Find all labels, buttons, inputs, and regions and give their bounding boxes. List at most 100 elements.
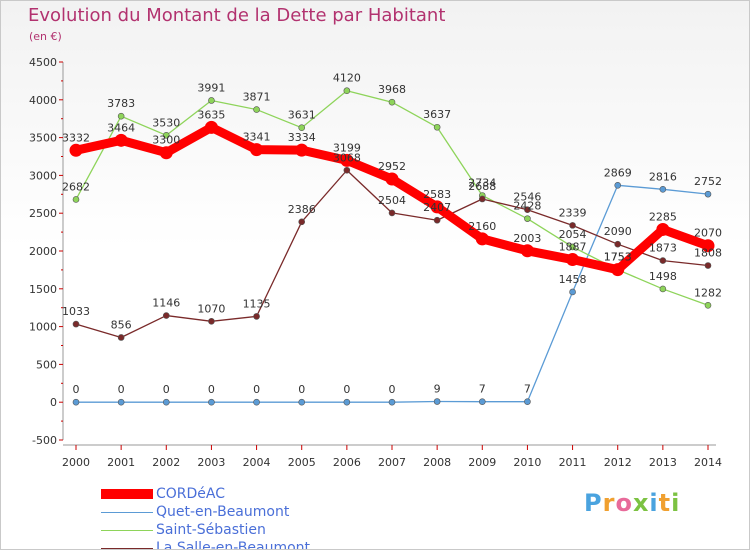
data-label: 2090 bbox=[604, 225, 632, 238]
data-label: 1033 bbox=[62, 305, 90, 318]
data-point bbox=[478, 398, 486, 405]
data-label: 1458 bbox=[559, 273, 587, 286]
data-label: 7 bbox=[479, 383, 486, 396]
x-tick-label: 2000 bbox=[62, 456, 90, 469]
data-point bbox=[656, 222, 670, 236]
data-point bbox=[204, 120, 218, 134]
data-point bbox=[566, 253, 580, 267]
x-tick-label: 2003 bbox=[197, 456, 225, 469]
data-label: 3783 bbox=[107, 97, 135, 110]
data-point bbox=[72, 398, 80, 406]
chart-unit: (en €) bbox=[29, 30, 62, 43]
data-label: 2952 bbox=[378, 160, 406, 173]
data-point bbox=[701, 239, 715, 253]
data-point bbox=[208, 97, 215, 104]
data-label: 0 bbox=[389, 383, 396, 396]
data-point bbox=[704, 262, 712, 269]
data-label: 1070 bbox=[197, 302, 225, 315]
data-point bbox=[524, 206, 531, 214]
x-tick-label: 2004 bbox=[243, 456, 271, 469]
y-tick-label: 500 bbox=[36, 358, 57, 371]
data-point bbox=[388, 98, 396, 106]
data-label: 2734 bbox=[468, 177, 496, 190]
data-label: 2583 bbox=[423, 188, 451, 201]
data-label: 2546 bbox=[513, 191, 541, 204]
data-label: 2407 bbox=[423, 201, 451, 214]
data-point bbox=[117, 112, 125, 120]
data-point bbox=[162, 398, 170, 406]
data-point bbox=[659, 285, 667, 293]
data-point bbox=[614, 240, 622, 248]
y-tick-label: 4000 bbox=[29, 94, 57, 107]
data-label: 3530 bbox=[152, 116, 180, 129]
data-point bbox=[343, 166, 351, 174]
data-label: 1808 bbox=[694, 247, 722, 260]
legend-label: La Salle-en-Beaumont bbox=[156, 540, 311, 550]
legend-swatch bbox=[101, 548, 153, 549]
data-label: 3631 bbox=[288, 109, 316, 122]
legend-label: Saint-Sébastien bbox=[156, 522, 266, 538]
data-point bbox=[208, 318, 215, 325]
data-point bbox=[569, 288, 576, 296]
data-point bbox=[253, 313, 260, 320]
y-tick-label: 2500 bbox=[29, 207, 57, 220]
data-label: 2070 bbox=[694, 227, 722, 240]
data-point bbox=[295, 143, 309, 157]
x-tick-label: 2005 bbox=[288, 456, 316, 469]
data-label: 3332 bbox=[62, 131, 90, 144]
x-tick-label: 2008 bbox=[423, 456, 451, 469]
data-label: 4120 bbox=[333, 72, 361, 85]
data-point bbox=[72, 196, 80, 203]
data-label: 3341 bbox=[243, 131, 271, 144]
data-label: 3635 bbox=[197, 108, 225, 121]
data-label: 0 bbox=[253, 383, 260, 396]
data-label: 2816 bbox=[649, 170, 677, 183]
data-point bbox=[659, 257, 667, 264]
x-tick-label: 2014 bbox=[694, 456, 722, 469]
data-point bbox=[298, 124, 306, 131]
data-label: 2054 bbox=[559, 228, 587, 241]
data-point bbox=[343, 398, 351, 406]
data-point bbox=[433, 398, 441, 405]
legend-label: Quet-en-Beaumont bbox=[156, 504, 290, 520]
data-label: 3068 bbox=[333, 151, 361, 164]
data-label: 3464 bbox=[107, 121, 135, 134]
data-label: 2160 bbox=[468, 220, 496, 233]
legend-swatch bbox=[101, 489, 153, 499]
data-label: 1146 bbox=[152, 297, 180, 310]
data-label: 2869 bbox=[604, 166, 632, 179]
x-tick-label: 2007 bbox=[378, 456, 406, 469]
data-point bbox=[298, 218, 306, 226]
data-point bbox=[524, 398, 531, 405]
data-point bbox=[343, 87, 351, 95]
x-tick-label: 2002 bbox=[152, 456, 180, 469]
data-label: 9 bbox=[434, 383, 441, 396]
data-label: 2682 bbox=[62, 180, 90, 193]
data-label: 2428 bbox=[513, 200, 541, 213]
y-tick-label: 2000 bbox=[29, 245, 57, 258]
data-label: 1753 bbox=[604, 251, 632, 264]
data-label: 0 bbox=[163, 383, 170, 396]
data-label: 3300 bbox=[152, 134, 180, 147]
data-label: 0 bbox=[118, 383, 125, 396]
data-label: 0 bbox=[73, 383, 80, 396]
data-point bbox=[569, 243, 576, 251]
legend-label: CORDéAC bbox=[156, 486, 226, 502]
x-tick-label: 2012 bbox=[604, 456, 632, 469]
data-point bbox=[340, 153, 354, 167]
data-label: 3871 bbox=[243, 91, 271, 104]
data-label: 2339 bbox=[559, 206, 587, 219]
data-label: 1753 bbox=[604, 251, 632, 264]
data-label: 3968 bbox=[378, 83, 406, 96]
data-label: 3637 bbox=[423, 108, 451, 121]
data-label: 0 bbox=[298, 383, 305, 396]
x-tick-label: 2006 bbox=[333, 456, 361, 469]
data-point bbox=[520, 244, 534, 258]
data-point bbox=[253, 106, 260, 113]
data-point bbox=[208, 398, 215, 406]
data-label: 2504 bbox=[378, 194, 406, 207]
y-tick-label: 0 bbox=[50, 396, 57, 409]
data-label: 2386 bbox=[288, 203, 316, 216]
